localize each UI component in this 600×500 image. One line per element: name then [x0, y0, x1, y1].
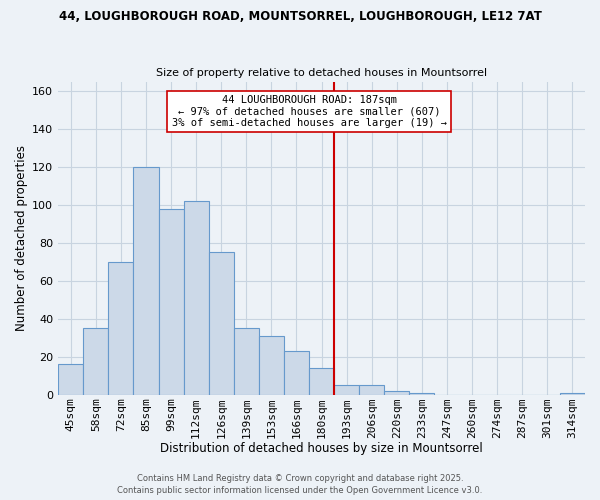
Bar: [359, 385, 384, 394]
Bar: [234, 328, 259, 394]
Bar: [560, 392, 585, 394]
Bar: [259, 336, 284, 394]
Text: 44, LOUGHBOROUGH ROAD, MOUNTSORREL, LOUGHBOROUGH, LE12 7AT: 44, LOUGHBOROUGH ROAD, MOUNTSORREL, LOUG…: [59, 10, 541, 23]
Bar: [409, 392, 434, 394]
Text: Contains HM Land Registry data © Crown copyright and database right 2025.
Contai: Contains HM Land Registry data © Crown c…: [118, 474, 482, 495]
Bar: [384, 391, 409, 394]
Bar: [209, 252, 234, 394]
Bar: [58, 364, 83, 394]
Title: Size of property relative to detached houses in Mountsorrel: Size of property relative to detached ho…: [156, 68, 487, 78]
Bar: [109, 262, 133, 394]
X-axis label: Distribution of detached houses by size in Mountsorrel: Distribution of detached houses by size …: [160, 442, 483, 455]
Bar: [184, 201, 209, 394]
Bar: [83, 328, 109, 394]
Bar: [158, 208, 184, 394]
Bar: [309, 368, 334, 394]
Bar: [284, 351, 309, 395]
Y-axis label: Number of detached properties: Number of detached properties: [15, 145, 28, 331]
Bar: [133, 167, 158, 394]
Text: 44 LOUGHBOROUGH ROAD: 187sqm
← 97% of detached houses are smaller (607)
3% of se: 44 LOUGHBOROUGH ROAD: 187sqm ← 97% of de…: [172, 95, 446, 128]
Bar: [334, 385, 359, 394]
